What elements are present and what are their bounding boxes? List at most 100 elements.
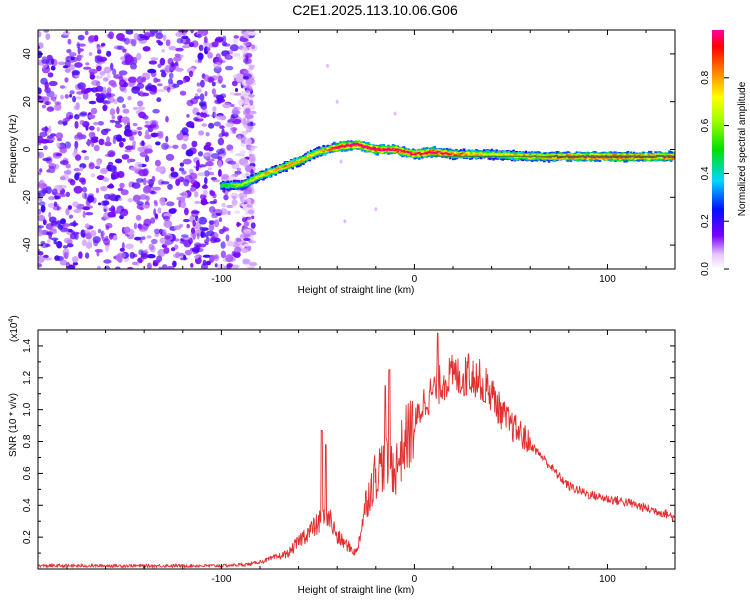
noise-blob bbox=[180, 234, 189, 238]
noise-blob bbox=[127, 198, 134, 203]
noise-blob bbox=[175, 251, 181, 259]
noise-blob bbox=[145, 129, 149, 136]
noise-blob bbox=[224, 131, 229, 138]
noise-blob bbox=[88, 35, 96, 43]
noise-blob bbox=[236, 221, 240, 228]
colorbar-ticks: 0.0 0.2 0.4 0.6 0.8 bbox=[700, 70, 729, 276]
ridge-cell bbox=[490, 153, 494, 155]
ridge-cell bbox=[563, 156, 566, 158]
noise-blob bbox=[38, 208, 42, 215]
noise-blob bbox=[71, 256, 79, 263]
noise-blob bbox=[220, 250, 226, 259]
ridge-cell bbox=[448, 153, 452, 156]
noise-blob bbox=[182, 79, 187, 84]
ridge-cell bbox=[323, 148, 327, 151]
noise-blob bbox=[64, 141, 72, 149]
noise-blob bbox=[233, 92, 242, 96]
ridge-cell bbox=[526, 156, 529, 158]
noise-blob bbox=[190, 179, 198, 185]
ridge-cell bbox=[459, 152, 463, 155]
y-tick-label: -20 bbox=[22, 190, 33, 205]
noise-blob bbox=[38, 135, 43, 142]
noise-blob bbox=[179, 90, 187, 96]
noise-blob bbox=[166, 86, 171, 93]
noise-blob bbox=[60, 193, 66, 198]
noise-blob bbox=[83, 229, 90, 234]
ridge-cell bbox=[645, 156, 648, 158]
noise-blob bbox=[62, 31, 71, 36]
noise-blob bbox=[176, 133, 184, 141]
ridge-cell bbox=[435, 152, 438, 154]
noise-blob bbox=[172, 144, 179, 149]
noise-blob bbox=[237, 135, 242, 140]
noise-blob bbox=[38, 95, 42, 100]
ridge-cell bbox=[572, 156, 576, 159]
noise-blob bbox=[213, 111, 217, 118]
ridge-cell bbox=[313, 152, 316, 154]
ridge-cell bbox=[407, 151, 410, 154]
snr-panel: -100 0 100 0.2 0.4 0.6 0.8 1.0 1.2 1.4 Height of… bbox=[8, 315, 676, 596]
ridge-cell bbox=[444, 152, 447, 155]
noise-blob bbox=[38, 263, 42, 268]
ridge-cell bbox=[603, 155, 606, 160]
colorbar-tick-label: 0.6 bbox=[700, 118, 711, 132]
noise-blob bbox=[73, 208, 82, 214]
ridge-cell bbox=[309, 154, 313, 157]
ridge-cell bbox=[447, 153, 450, 156]
ridge-cell bbox=[442, 150, 446, 155]
noise-blob bbox=[248, 156, 256, 164]
noise-blob bbox=[184, 207, 189, 216]
noise-blob bbox=[115, 158, 123, 164]
noise-blob bbox=[153, 77, 159, 83]
noise-blob bbox=[155, 166, 165, 173]
noise-blob bbox=[74, 140, 79, 149]
noise-blob bbox=[198, 151, 203, 157]
noise-blob bbox=[41, 59, 50, 64]
ridge-cell bbox=[225, 185, 228, 187]
noise-blob bbox=[159, 197, 166, 205]
noise-blob bbox=[103, 66, 112, 74]
ridge-cell bbox=[442, 152, 446, 155]
ridge-cell bbox=[347, 144, 350, 147]
noise-blob bbox=[156, 97, 162, 103]
noise-blob bbox=[77, 34, 85, 41]
noise-blob bbox=[83, 66, 92, 70]
noise-blob bbox=[139, 151, 148, 158]
noise-blob bbox=[58, 184, 67, 189]
noise-blob bbox=[251, 215, 255, 220]
noise-blob bbox=[230, 103, 235, 108]
noise-blob bbox=[152, 108, 160, 114]
noise-blob bbox=[100, 185, 108, 192]
ridge-cell bbox=[300, 159, 304, 162]
noise-blob bbox=[69, 93, 73, 98]
ridge-cell bbox=[313, 152, 316, 156]
noise-blob bbox=[249, 99, 254, 106]
ridge-cell bbox=[441, 152, 444, 155]
noise-blob bbox=[138, 169, 147, 177]
noise-blob bbox=[106, 136, 111, 144]
ridge-cell bbox=[351, 143, 355, 146]
noise-blob bbox=[107, 184, 115, 189]
ridge-cell bbox=[367, 145, 370, 150]
noise-blob bbox=[90, 173, 96, 178]
noise-blob bbox=[243, 101, 251, 109]
ridge-cell bbox=[252, 176, 256, 180]
noise-blob bbox=[149, 124, 157, 129]
noise-blob bbox=[142, 46, 151, 52]
noise-blob bbox=[165, 39, 171, 47]
noise-blob bbox=[117, 197, 123, 201]
noise-blob bbox=[210, 177, 217, 181]
noise-blob bbox=[38, 30, 42, 38]
noise-blob bbox=[208, 122, 215, 129]
noise-blob bbox=[115, 134, 123, 143]
noise-blob bbox=[249, 64, 255, 69]
noise-blob bbox=[170, 171, 179, 178]
noise-blob bbox=[97, 121, 104, 126]
ridge-cell bbox=[367, 147, 370, 149]
noise-blob bbox=[188, 70, 194, 78]
noise-blob bbox=[175, 47, 184, 52]
noise-blob bbox=[138, 111, 147, 119]
noise-blob bbox=[144, 148, 153, 154]
noise-blob bbox=[107, 96, 115, 103]
noise-blob bbox=[110, 151, 115, 157]
